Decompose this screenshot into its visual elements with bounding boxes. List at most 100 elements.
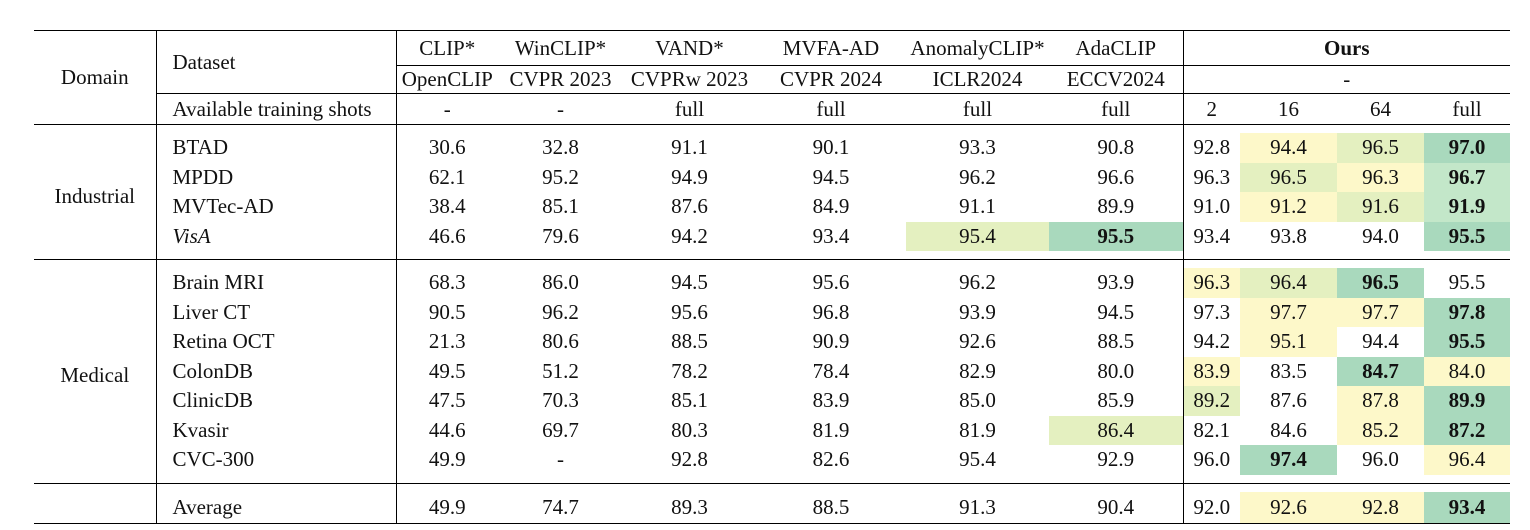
ours-score-cell: 92.8	[1337, 491, 1424, 523]
method-venue: CVPRw 2023	[623, 65, 756, 94]
method-shots: full	[1049, 93, 1184, 125]
ours-score-cell: 96.4	[1240, 268, 1337, 298]
score-cell: -	[557, 447, 564, 472]
score-cell: 91.3	[959, 494, 996, 519]
ours-score-cell: 94.0	[1362, 223, 1399, 248]
spacer-cell	[623, 260, 756, 269]
spacer-cell	[1240, 251, 1337, 260]
dataset-name: VisA	[156, 221, 397, 251]
table-row: ColonDB 49.5 51.2 78.2 78.4 82.9 80.0 83.9 83.5 8…	[34, 356, 1511, 386]
method-name: MVFA-AD	[782, 35, 880, 60]
ours-score-cell: 93.8	[1270, 223, 1307, 248]
spacer-cell	[1424, 251, 1510, 260]
ours-score-cell: 97.8	[1424, 297, 1511, 327]
spacer-cell	[623, 125, 756, 134]
spacer-cell	[396, 260, 498, 269]
spacer-cell	[1183, 125, 1240, 134]
method-venue: CVPR 2023	[498, 65, 623, 94]
ours-score-cell: 94.2	[1193, 329, 1231, 354]
method-name: AnomalyCLIP*	[910, 35, 1045, 60]
spacer-cell	[396, 483, 498, 492]
spacer-cell	[156, 483, 397, 492]
score-cell: 88.5	[671, 329, 708, 354]
score-cell: 46.6	[428, 223, 466, 248]
shots-label: Available training shots	[156, 93, 397, 125]
spacer-cell	[906, 260, 1049, 269]
spacer-cell	[498, 251, 623, 260]
spacer-cell	[1183, 260, 1240, 269]
results-table: Domain Dataset CLIP* WinCLIP* VAND* MVFA…	[34, 30, 1511, 524]
spacer-cell	[756, 125, 906, 134]
score-cell: 92.6	[959, 329, 996, 354]
method-name: CLIP*	[419, 35, 476, 60]
ours-score-cell: 91.2	[1240, 192, 1337, 222]
table-row: Industrial BTAD 30.6 32.8 91.1 90.1 93.3 90.8 92…	[34, 133, 1511, 260]
score-cell: 96.2	[959, 164, 996, 189]
score-cell: 82.6	[812, 447, 850, 472]
spacer-cell	[1183, 475, 1240, 484]
dataset-name: Kvasir	[156, 415, 397, 445]
score-cell: 85.1	[671, 388, 708, 413]
ours-score-cell: 84.6	[1270, 417, 1307, 442]
ours-score-cell: 96.3	[1183, 268, 1240, 298]
spacer-cell	[1183, 483, 1240, 492]
spacer-cell	[1049, 251, 1184, 260]
method-shots: full	[906, 93, 1049, 125]
ours-score-cell: 97.3	[1193, 299, 1231, 324]
spacer-cell	[623, 251, 756, 260]
ours-score-cell: 83.9	[1183, 356, 1240, 386]
spacer-cell	[1240, 475, 1337, 484]
spacer-cell	[1240, 260, 1337, 269]
ours-score-cell: 85.2	[1337, 415, 1424, 445]
ours-score-cell: 94.4	[1240, 133, 1337, 163]
spacer-cell	[756, 475, 906, 484]
ours-score-cell: 87.8	[1337, 386, 1424, 416]
spacer-cell	[756, 483, 906, 492]
score-cell: 90.9	[812, 329, 850, 354]
table-row: Liver CT 90.5 96.2 95.6 96.8 93.9 94.5 97.3 97.7…	[34, 297, 1511, 327]
dataset-name: Liver CT	[156, 297, 397, 327]
score-cell: 81.9	[812, 417, 850, 442]
score-cell: 38.4	[428, 194, 466, 219]
ours-shots: full	[1424, 93, 1511, 125]
spacer-cell	[906, 125, 1049, 134]
ours-score-cell: 96.0	[1193, 447, 1231, 472]
spacer-cell	[34, 259, 157, 268]
spacer-cell	[34, 483, 157, 492]
method-venue: CVPR 2024	[756, 65, 906, 94]
score-cell: 96.2	[542, 299, 579, 324]
spacer-cell	[906, 483, 1049, 492]
score-cell: 95.4	[959, 447, 996, 472]
spacer-cell	[623, 475, 756, 484]
ours-score-cell: 96.3	[1337, 162, 1424, 192]
ours-score-cell: 97.0	[1424, 133, 1511, 163]
method-venue: ECCV2024	[1049, 65, 1184, 94]
ours-shots: 2	[1183, 93, 1240, 125]
spacer-cell	[156, 474, 397, 483]
score-cell: 32.8	[542, 135, 579, 160]
method-venue: OpenCLIP	[396, 65, 498, 94]
ours-score-cell: 94.4	[1362, 329, 1399, 354]
ours-score-cell: 96.5	[1337, 133, 1424, 163]
ours-score-cell: 89.9	[1424, 386, 1511, 416]
score-cell: 92.8	[671, 447, 708, 472]
ours-score-cell: 96.3	[1193, 164, 1231, 189]
spacer-cell	[156, 124, 397, 133]
ours-score-cell: 84.7	[1337, 356, 1424, 386]
dataset-name: ClinicDB	[156, 386, 397, 416]
score-cell: 86.0	[542, 270, 579, 295]
score-cell: 70.3	[542, 388, 579, 413]
score-cell: 62.1	[428, 164, 466, 189]
ours-score-cell: 96.4	[1424, 445, 1511, 475]
average-label: Average	[156, 491, 397, 523]
ours-score-cell: 97.7	[1337, 297, 1424, 327]
dataset-name: CVC-300	[156, 445, 397, 475]
ours-name: Ours	[1324, 35, 1370, 60]
score-cell: 93.9	[959, 299, 996, 324]
dataset-name: MPDD	[156, 162, 397, 192]
score-cell: 79.6	[542, 223, 579, 248]
ours-score-cell: 96.5	[1337, 268, 1424, 298]
score-cell: 49.9	[428, 494, 466, 519]
method-name: VAND*	[655, 35, 724, 60]
table-row: MPDD 62.1 95.2 94.9 94.5 96.2 96.6 96.3 96.5 96.3…	[34, 162, 1511, 192]
